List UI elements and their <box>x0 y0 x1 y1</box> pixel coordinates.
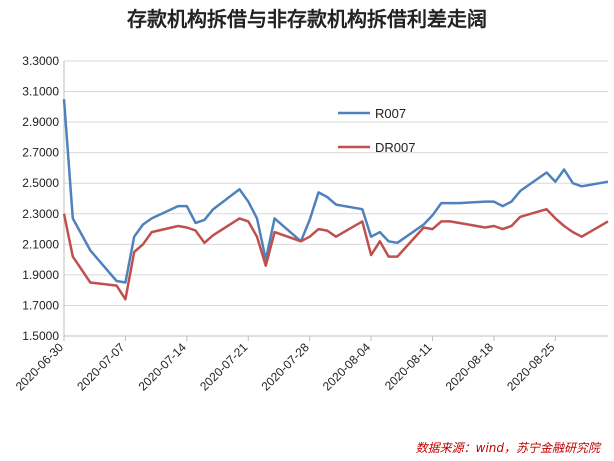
y-tick-label: 1.5000 <box>22 329 59 343</box>
x-tick-label: 2020-07-28 <box>258 340 312 394</box>
y-tick-label: 2.9000 <box>22 115 59 129</box>
x-tick-label: 2020-08-18 <box>443 340 497 394</box>
x-tick-label: 2020-07-14 <box>136 340 190 394</box>
legend: R007 DR007 <box>338 106 415 155</box>
y-tick-label: 3.1000 <box>22 85 59 99</box>
y-tick-label: 1.7000 <box>22 298 59 312</box>
x-tick-label: 2020-08-04 <box>320 340 374 394</box>
x-tick-label: 2020-08-25 <box>504 340 558 394</box>
y-tick-label: 2.7000 <box>22 146 59 160</box>
y-tick-label: 1.9000 <box>22 268 59 282</box>
gridlines <box>64 60 608 306</box>
y-tick-label: 2.3000 <box>22 207 59 221</box>
y-tick-label: 3.3000 <box>22 54 59 68</box>
legend-label-r007: R007 <box>375 106 406 121</box>
chart-title: 存款机构拆借与非存款机构拆借利差走阔 <box>127 7 487 31</box>
legend-label-dr007: DR007 <box>375 140 415 155</box>
source-note: 数据来源：wind，苏宁金融研究院 <box>416 441 602 455</box>
series-line-r007 <box>62 99 609 284</box>
x-tick-label: 2020-07-21 <box>197 340 251 394</box>
y-tick-label: 2.1000 <box>22 237 59 251</box>
x-tick-label: 2020-07-07 <box>74 340 128 394</box>
x-tick-label: 2020-08-11 <box>382 340 435 393</box>
y-axis: 1.5000 1.7000 1.9000 2.1000 2.3000 2.5000 2.70… <box>22 54 65 343</box>
x-tick-label: 2020-06-30 <box>13 340 67 394</box>
series-lines <box>62 99 609 301</box>
x-axis: 2020-06-30 2020-07-07 2020-07-14 2020-07-21… <box>13 335 608 394</box>
series-line-dr007 <box>62 207 609 301</box>
y-tick-label: 2.5000 <box>22 176 59 190</box>
